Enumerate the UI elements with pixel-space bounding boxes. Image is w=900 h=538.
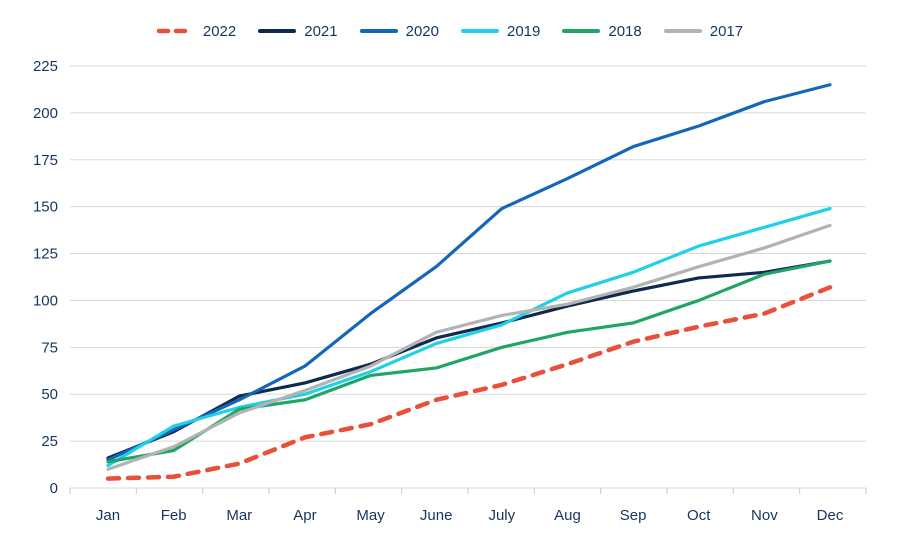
x-axis-tick-label: Sep: [620, 507, 647, 524]
legend-line-sample: [359, 29, 398, 33]
legend-line-sample: [562, 29, 601, 33]
chart-legend: 2022 2021 2020 2019 2018 2017: [0, 0, 900, 48]
y-axis-tick-label: 125: [33, 246, 58, 263]
legend-line-sample: [258, 29, 297, 33]
legend-item-2022: 2022: [156, 22, 237, 40]
series-line-2017: [106, 223, 832, 471]
x-axis-tick-label: Aug: [554, 507, 581, 524]
legend-label: 2017: [709, 22, 744, 40]
series-line-2021: [106, 259, 832, 460]
series-line-2022: [105, 285, 833, 481]
y-axis-tick-label: 200: [33, 105, 58, 122]
legend-label: 2021: [304, 22, 338, 40]
x-axis-tick-label: Apr: [293, 507, 316, 524]
x-axis-tick-label: Dec: [817, 507, 844, 524]
line-chart: 0 25 50 75 100 125 150 175 200 225 Jan Feb Mar Apr May…: [33, 58, 867, 524]
legend-label: 2019: [507, 22, 541, 40]
gridlines: 0 25 50 75 100 125 150 175 200 225: [33, 58, 866, 497]
x-axis-tick-label: June: [420, 507, 453, 524]
y-axis-tick-label: 225: [33, 58, 58, 75]
chart-plot-area: 0 25 50 75 100 125 150 175 200 225 Jan Feb Mar Apr May…: [0, 48, 900, 538]
y-axis-tick-label: 100: [33, 292, 58, 309]
legend-label: 2020: [405, 22, 439, 40]
x-axis-tick-label: July: [488, 507, 515, 524]
legend-line-sample: [663, 29, 702, 33]
x-axis-tick-label: Mar: [226, 507, 252, 524]
x-axis-tick-label: Feb: [161, 507, 187, 524]
legend-item-2019: 2019: [461, 23, 540, 40]
legend-item-2017: 2017: [663, 22, 744, 40]
x-axis-tick-label: Oct: [687, 507, 711, 524]
y-axis-tick-label: 175: [33, 152, 58, 169]
x-axis-ticks: [69, 488, 867, 494]
x-axis-tick-label: May: [356, 507, 385, 524]
y-axis-tick-label: 50: [41, 386, 58, 403]
y-axis-tick-label: 0: [50, 480, 58, 497]
series-line-2018: [106, 259, 832, 464]
legend-label: 2018: [608, 22, 642, 40]
y-axis-tick-label: 150: [33, 199, 58, 216]
y-axis-tick-label: 25: [41, 433, 58, 450]
x-axis-tick-label: Jan: [96, 507, 120, 524]
legend-label: 2022: [202, 22, 237, 40]
series-line-2019: [106, 206, 832, 468]
legend-item-2021: 2021: [258, 22, 338, 40]
y-axis-tick-label: 75: [41, 339, 58, 356]
legend-item-2020: 2020: [359, 22, 439, 40]
legend-line-sample: [156, 28, 195, 34]
x-axis-tick-label: Nov: [751, 507, 778, 524]
x-axis-labels: Jan Feb Mar Apr May June July Aug Sep Oct Nov Dec: [96, 507, 844, 524]
legend-line-sample: [461, 29, 499, 33]
series-line-2020: [106, 83, 832, 462]
legend-item-2018: 2018: [562, 22, 642, 40]
